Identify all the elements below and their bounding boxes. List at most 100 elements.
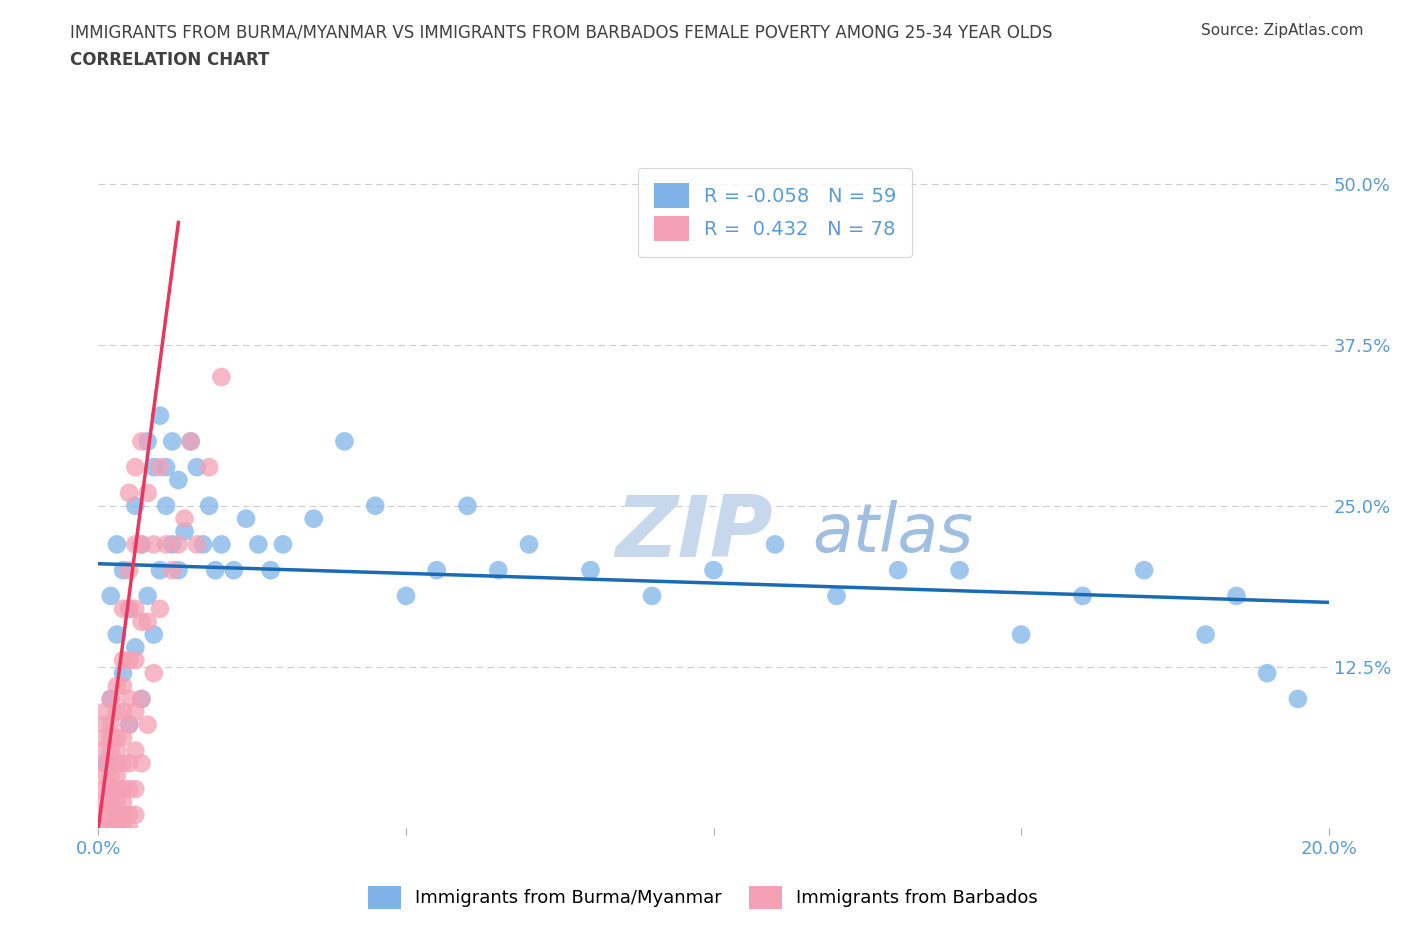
- Point: [162, 563, 183, 578]
- Point: [180, 434, 202, 449]
- Point: [763, 537, 786, 551]
- Point: [118, 756, 141, 771]
- Point: [426, 563, 449, 578]
- Point: [100, 717, 122, 732]
- Point: [131, 692, 153, 707]
- Point: [112, 807, 135, 822]
- Point: [271, 537, 294, 551]
- Point: [93, 730, 115, 745]
- Point: [204, 563, 226, 578]
- Text: Source: ZipAtlas.com: Source: ZipAtlas.com: [1201, 23, 1364, 38]
- Point: [105, 769, 128, 784]
- Point: [186, 459, 208, 474]
- Point: [124, 537, 146, 551]
- Point: [235, 512, 257, 526]
- Point: [191, 537, 214, 551]
- Point: [1133, 563, 1156, 578]
- Text: atlas: atlas: [813, 500, 973, 566]
- Point: [105, 679, 128, 694]
- Point: [118, 807, 141, 822]
- Point: [93, 781, 115, 796]
- Point: [124, 498, 146, 513]
- Point: [155, 459, 177, 474]
- Point: [93, 769, 115, 784]
- Point: [118, 563, 141, 578]
- Point: [93, 743, 115, 758]
- Point: [198, 459, 221, 474]
- Point: [486, 563, 509, 578]
- Point: [333, 434, 356, 449]
- Point: [211, 537, 233, 551]
- Point: [186, 537, 208, 551]
- Point: [124, 743, 146, 758]
- Point: [142, 537, 165, 551]
- Point: [167, 472, 190, 487]
- Point: [149, 408, 172, 423]
- Legend: R = -0.058   N = 59, R =  0.432   N = 78: R = -0.058 N = 59, R = 0.432 N = 78: [638, 167, 912, 257]
- Point: [105, 794, 128, 809]
- Point: [105, 730, 128, 745]
- Point: [118, 602, 141, 617]
- Point: [149, 602, 172, 617]
- Point: [93, 794, 115, 809]
- Point: [579, 563, 602, 578]
- Point: [136, 434, 159, 449]
- Point: [112, 794, 135, 809]
- Point: [112, 563, 135, 578]
- Point: [118, 602, 141, 617]
- Point: [1256, 666, 1278, 681]
- Text: CORRELATION CHART: CORRELATION CHART: [70, 51, 270, 69]
- Point: [247, 537, 270, 551]
- Point: [93, 820, 115, 835]
- Point: [100, 692, 122, 707]
- Point: [211, 369, 233, 384]
- Point: [131, 756, 153, 771]
- Point: [112, 730, 135, 745]
- Point: [118, 485, 141, 500]
- Point: [124, 781, 146, 796]
- Point: [364, 498, 387, 513]
- Point: [93, 756, 115, 771]
- Point: [112, 820, 135, 835]
- Point: [124, 704, 146, 719]
- Point: [105, 781, 128, 796]
- Text: IMMIGRANTS FROM BURMA/MYANMAR VS IMMIGRANTS FROM BARBADOS FEMALE POVERTY AMONG 2: IMMIGRANTS FROM BURMA/MYANMAR VS IMMIGRA…: [70, 23, 1053, 41]
- Text: ZIP: ZIP: [616, 492, 773, 575]
- Point: [703, 563, 725, 578]
- Point: [100, 730, 122, 745]
- Point: [124, 807, 146, 822]
- Point: [949, 563, 972, 578]
- Point: [395, 589, 418, 604]
- Point: [142, 627, 165, 642]
- Point: [124, 653, 146, 668]
- Point: [100, 807, 122, 822]
- Point: [142, 666, 165, 681]
- Point: [180, 434, 202, 449]
- Point: [105, 743, 128, 758]
- Point: [456, 498, 478, 513]
- Point: [93, 704, 115, 719]
- Point: [93, 717, 115, 732]
- Point: [155, 498, 177, 513]
- Point: [100, 743, 122, 758]
- Point: [105, 704, 128, 719]
- Point: [517, 537, 540, 551]
- Point: [112, 704, 135, 719]
- Point: [142, 459, 165, 474]
- Point: [124, 459, 146, 474]
- Point: [105, 820, 128, 835]
- Point: [124, 602, 146, 617]
- Point: [112, 756, 135, 771]
- Point: [118, 653, 141, 668]
- Point: [100, 781, 122, 796]
- Point: [100, 820, 122, 835]
- Point: [131, 434, 153, 449]
- Point: [641, 589, 664, 604]
- Point: [162, 434, 183, 449]
- Point: [825, 589, 848, 604]
- Point: [167, 563, 190, 578]
- Point: [131, 614, 153, 629]
- Point: [118, 820, 141, 835]
- Point: [260, 563, 283, 578]
- Point: [112, 781, 135, 796]
